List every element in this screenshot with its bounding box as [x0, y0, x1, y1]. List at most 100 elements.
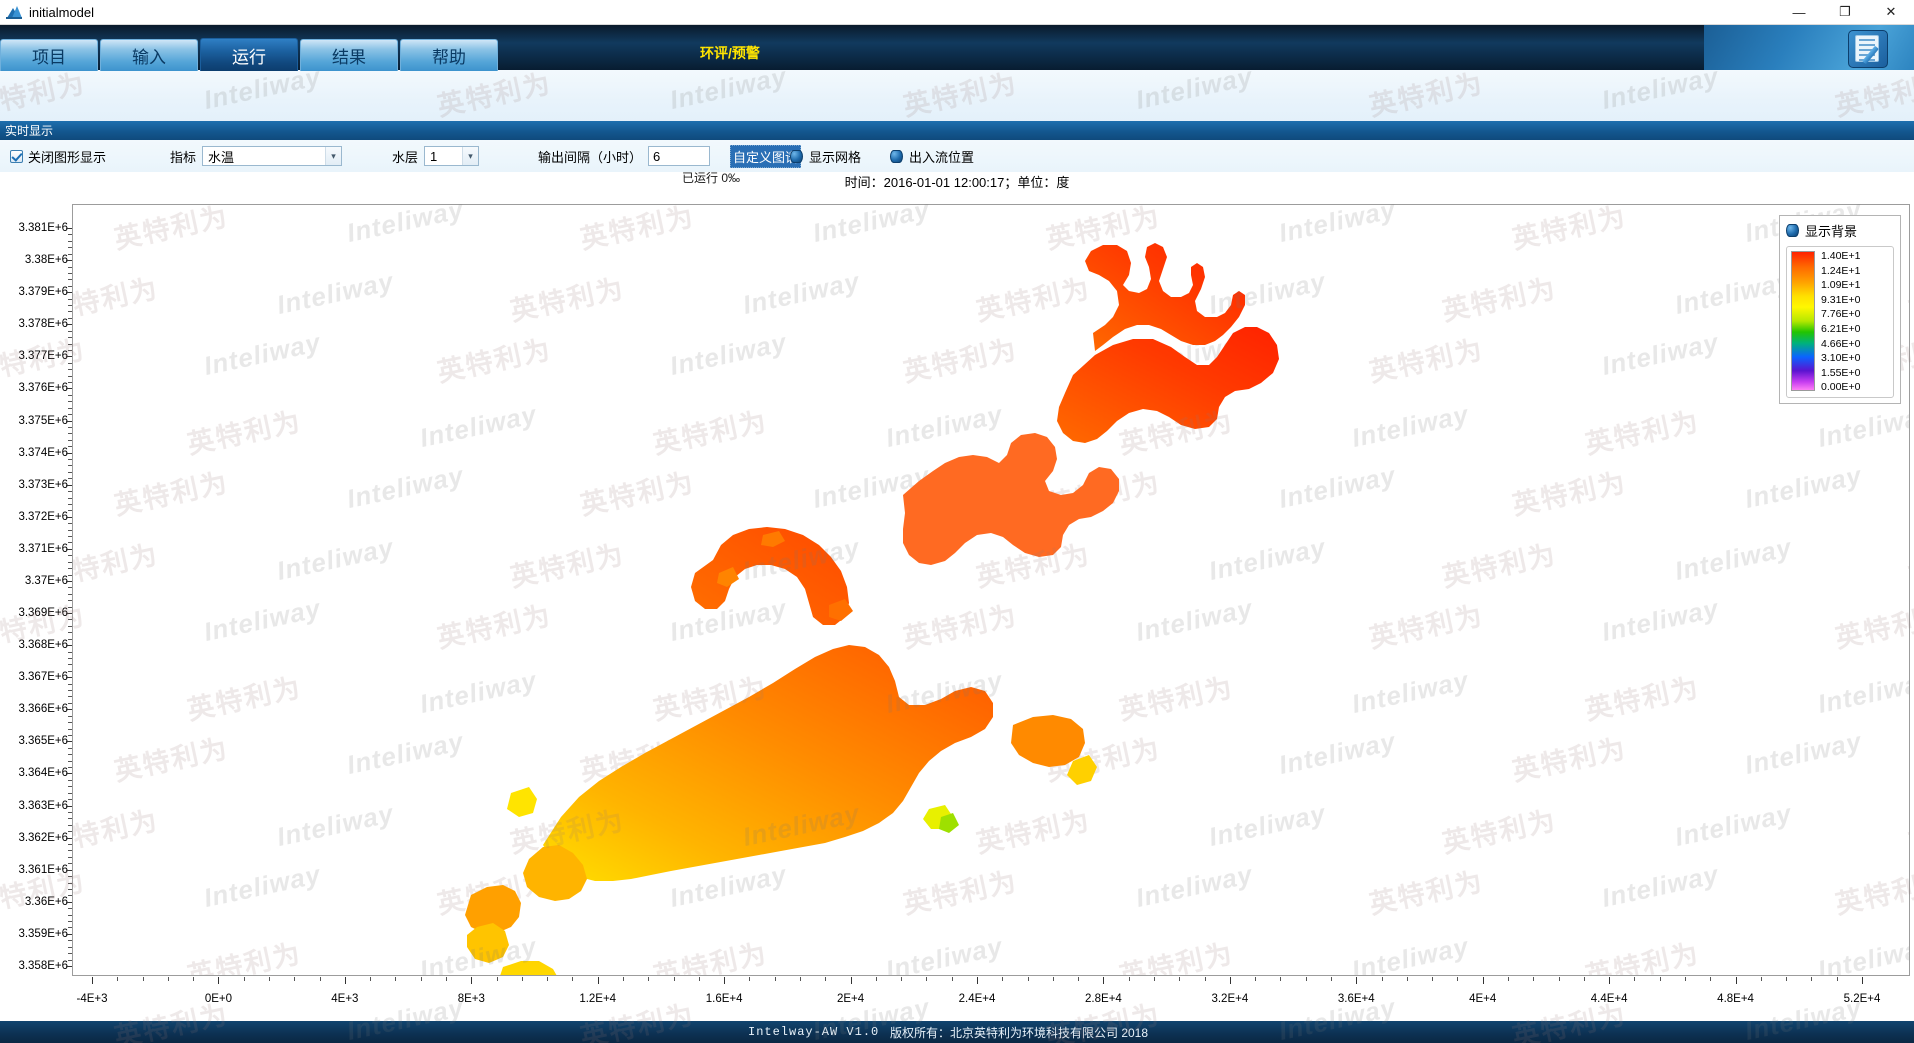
- y-axis-tick-mark: [66, 452, 72, 454]
- y-axis-minor-tick: [68, 715, 72, 717]
- cylinder-toggle-icon[interactable]: [790, 149, 803, 163]
- y-axis-minor-tick: [68, 407, 72, 409]
- x-axis-minor-tick: [1533, 977, 1535, 981]
- output-interval-input[interactable]: 6: [648, 146, 711, 166]
- y-axis-minor-tick: [68, 433, 72, 435]
- y-axis-tick-mark: [66, 356, 72, 358]
- y-axis-minor-tick: [68, 657, 72, 659]
- y-axis-minor-tick: [68, 722, 72, 724]
- x-axis-minor-tick: [951, 977, 953, 981]
- y-axis-tick-label: 3.376E+6: [18, 382, 68, 395]
- y-axis-minor-tick: [68, 497, 72, 499]
- y-axis-minor-tick: [68, 369, 72, 371]
- custom-palette-button[interactable]: 自定义图谱: [730, 140, 802, 172]
- y-axis-minor-tick: [68, 728, 72, 730]
- y-axis-minor-tick: [68, 690, 72, 692]
- show-grid-option[interactable]: 显示网格: [790, 140, 861, 172]
- custom-palette-label: 自定义图谱: [730, 144, 802, 168]
- close-graph-checkbox[interactable]: [10, 149, 23, 163]
- x-axis-minor-tick: [193, 977, 195, 981]
- show-background-option[interactable]: 显示背景: [1786, 221, 1894, 240]
- y-axis-minor-tick: [68, 471, 72, 473]
- y-axis-minor-tick: [68, 330, 72, 332]
- x-axis-minor-tick: [774, 977, 776, 981]
- index-select[interactable]: 水温 ▾: [202, 146, 343, 166]
- y-axis-minor-tick: [68, 272, 72, 274]
- maximize-button[interactable]: ❐: [1839, 4, 1851, 19]
- x-axis-minor-tick: [420, 977, 422, 981]
- y-axis-tick-mark: [66, 677, 72, 679]
- x-axis-minor-tick: [1811, 977, 1813, 981]
- y-axis-tick-mark: [66, 741, 72, 743]
- plot-y-axis: 3.381E+6 3.38E+6 3.379E+6 3.378E+6 3.377E+6 3…: [0, 204, 72, 976]
- x-axis-tick-label: 3.6E+4: [1337, 993, 1375, 1005]
- x-axis-tick-label: 2E+4: [836, 993, 865, 1005]
- x-axis-minor-tick: [142, 977, 144, 981]
- inout-position-label: 出入流位置: [909, 149, 975, 165]
- window-controls: — ❐ ✕: [1776, 0, 1914, 25]
- plot-canvas[interactable]: Inteliway英特利为Inteliway英特利为Inteliway英特利为I…: [72, 204, 1910, 976]
- y-axis-tick-label: 3.372E+6: [18, 510, 68, 523]
- tab-project[interactable]: 项目: [0, 39, 98, 71]
- x-axis-minor-tick: [117, 977, 119, 981]
- y-axis-minor-tick: [68, 382, 72, 384]
- x-axis-tick-label: 4.8E+4: [1717, 993, 1754, 1005]
- y-axis-minor-tick: [68, 343, 72, 345]
- y-axis-minor-tick: [68, 895, 72, 897]
- x-axis-minor-tick: [1078, 977, 1080, 981]
- chevron-down-icon[interactable]: ▾: [325, 147, 342, 165]
- minimize-button[interactable]: —: [1792, 4, 1806, 20]
- eia-warning-label[interactable]: 环评/预警: [700, 44, 760, 61]
- x-axis-minor-tick: [1634, 977, 1636, 981]
- x-axis-minor-tick: [1331, 977, 1332, 981]
- y-axis-tick-mark: [66, 773, 72, 775]
- y-axis-tick-label: 3.361E+6: [18, 863, 68, 876]
- colorbar-label: 4.66E+0: [1821, 337, 1861, 350]
- tab-help[interactable]: 帮助: [400, 39, 498, 71]
- y-axis-minor-tick: [68, 234, 72, 236]
- cylinder-toggle-icon[interactable]: [890, 149, 903, 163]
- y-axis-tick-label: 3.367E+6: [18, 671, 68, 684]
- map-river-arm-northeast: [1085, 243, 1245, 351]
- y-axis-tick-mark: [66, 933, 72, 935]
- x-axis-tick-label: 5.2E+4: [1843, 993, 1881, 1005]
- x-axis-minor-tick: [623, 977, 624, 981]
- chevron-down-icon[interactable]: ▾: [462, 147, 479, 165]
- layer-select[interactable]: 1 ▾: [424, 146, 480, 166]
- map-side-arm-east-tip: [1067, 755, 1097, 785]
- app-mountain-icon: [6, 4, 22, 20]
- x-axis-minor-tick: [1685, 977, 1686, 981]
- y-axis-minor-tick: [68, 446, 72, 448]
- x-axis-minor-tick: [1710, 977, 1712, 981]
- x-axis-tick-mark: [850, 977, 852, 984]
- window-title: initialmodel: [29, 4, 95, 20]
- tab-results[interactable]: 结果: [300, 39, 398, 71]
- x-axis-minor-tick: [243, 977, 245, 981]
- map-cell-block-c: [829, 599, 853, 621]
- cylinder-toggle-icon[interactable]: [1786, 224, 1799, 237]
- close-button[interactable]: ✕: [1885, 4, 1897, 19]
- y-axis-minor-tick: [68, 818, 72, 820]
- tab-input[interactable]: 输入: [100, 39, 198, 71]
- close-graph-option[interactable]: 关闭图形显示: [10, 140, 106, 172]
- y-axis-minor-tick: [68, 734, 72, 736]
- x-axis-minor-tick: [1659, 977, 1661, 981]
- x-axis-minor-tick: [319, 977, 321, 981]
- inout-position-option[interactable]: 出入流位置: [890, 140, 974, 172]
- x-axis-minor-tick: [749, 977, 751, 981]
- x-axis-minor-tick: [1432, 977, 1434, 981]
- y-axis-minor-tick: [68, 863, 72, 865]
- y-axis-minor-tick: [68, 317, 72, 319]
- tab-run[interactable]: 运行: [200, 38, 298, 71]
- x-axis-minor-tick: [1406, 977, 1408, 981]
- y-axis-minor-tick: [68, 587, 72, 589]
- y-axis-minor-tick: [68, 921, 72, 923]
- y-axis-minor-tick: [68, 792, 72, 794]
- y-axis-minor-tick: [68, 298, 72, 300]
- index-label: 指标: [170, 149, 197, 165]
- x-axis-tick-mark: [1103, 977, 1105, 984]
- x-axis-minor-tick: [395, 977, 397, 981]
- y-axis-minor-tick: [68, 510, 72, 512]
- y-axis-tick-label: 3.371E+6: [18, 542, 68, 555]
- y-axis-minor-tick: [68, 491, 72, 493]
